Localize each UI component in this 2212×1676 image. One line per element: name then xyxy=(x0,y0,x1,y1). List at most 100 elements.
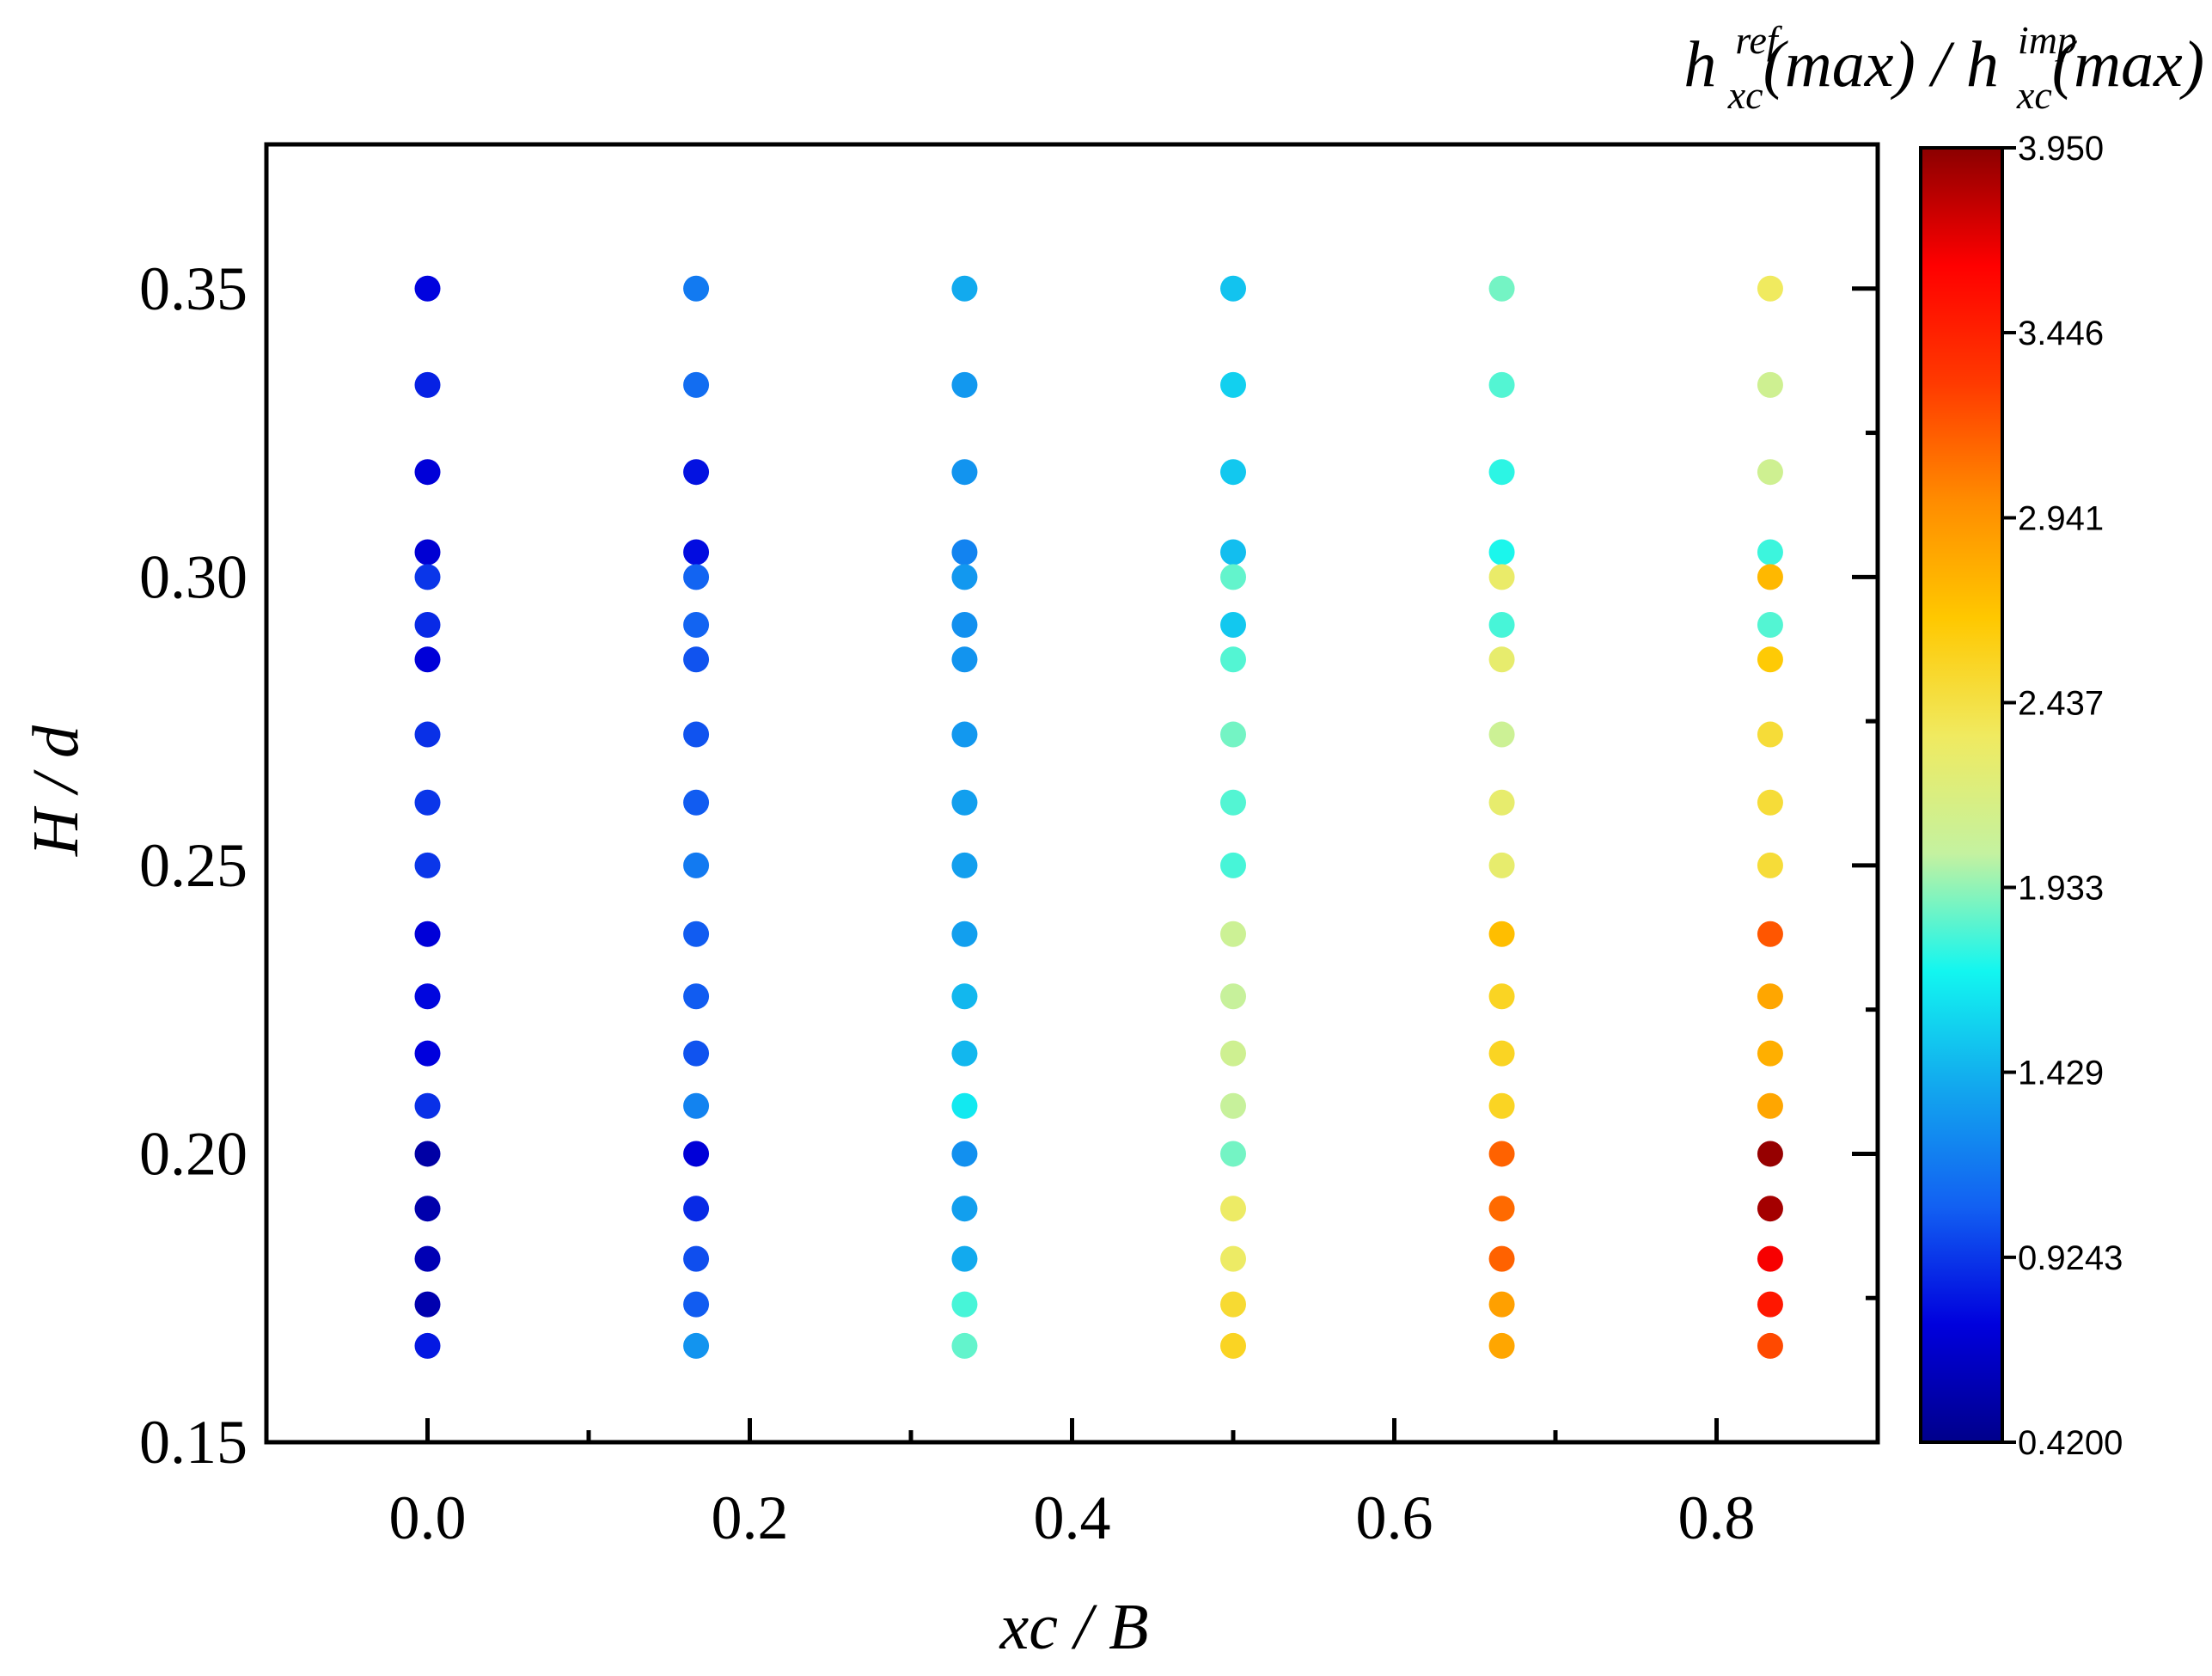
data-point xyxy=(1757,539,1783,566)
data-point xyxy=(1488,564,1515,590)
plot-area xyxy=(264,142,1880,1445)
data-point xyxy=(1488,459,1515,486)
data-point xyxy=(683,1196,710,1222)
data-point xyxy=(1488,1092,1515,1119)
data-point xyxy=(1220,1196,1246,1222)
data-point xyxy=(683,1040,710,1067)
data-point xyxy=(1757,275,1783,302)
data-point xyxy=(683,1291,710,1318)
data-point xyxy=(1488,921,1515,947)
y-tick-label: 0.35 xyxy=(139,254,247,323)
data-point xyxy=(1488,1196,1515,1222)
data-point xyxy=(1220,564,1246,590)
data-point xyxy=(951,612,978,639)
data-point xyxy=(414,539,441,566)
data-point xyxy=(1220,612,1246,639)
data-point xyxy=(1757,1092,1783,1119)
data-point xyxy=(951,852,978,878)
data-point xyxy=(414,371,441,398)
y-axis: 0.15 0.20 0.25 0.30 0.35 xyxy=(139,142,1878,1477)
data-point xyxy=(683,539,710,566)
data-point xyxy=(683,1245,710,1272)
data-point xyxy=(683,1332,710,1359)
data-point xyxy=(414,1141,441,1167)
data-point xyxy=(1220,983,1246,1010)
data-point xyxy=(414,1291,441,1318)
colorbar-tick-label: 1.933 xyxy=(2018,870,2104,908)
data-point xyxy=(1488,983,1515,1010)
data-point xyxy=(414,1040,441,1067)
data-point xyxy=(414,459,441,486)
data-point xyxy=(1488,371,1515,398)
data-point xyxy=(683,983,710,1010)
data-point xyxy=(951,539,978,566)
data-point xyxy=(683,646,710,673)
data-point xyxy=(951,1092,978,1119)
data-point xyxy=(1488,721,1515,748)
data-point xyxy=(951,564,978,590)
data-point xyxy=(951,275,978,302)
colorbar-tick-label: 3.950 xyxy=(2018,130,2104,168)
data-point xyxy=(1220,1141,1246,1167)
data-point xyxy=(1757,1196,1783,1222)
data-point xyxy=(414,1092,441,1119)
colorbar-tick-label: 3.446 xyxy=(2018,315,2104,352)
colorbar-tick-label: 1.429 xyxy=(2018,1055,2104,1092)
data-point xyxy=(683,459,710,486)
y-axis-title: H / d xyxy=(20,725,92,857)
data-point xyxy=(1757,721,1783,748)
data-point xyxy=(414,1332,441,1359)
data-point xyxy=(1757,459,1783,486)
data-point xyxy=(683,852,710,878)
x-axis-title: xc / B xyxy=(999,1591,1148,1663)
data-point xyxy=(951,721,978,748)
data-point xyxy=(683,371,710,398)
data-point xyxy=(1220,789,1246,816)
data-point xyxy=(951,921,978,947)
data-point xyxy=(1757,1291,1783,1318)
data-point xyxy=(1220,852,1246,878)
x-tick-label: 0.0 xyxy=(389,1483,467,1552)
data-point xyxy=(683,921,710,947)
data-point xyxy=(951,983,978,1010)
data-point xyxy=(951,459,978,486)
colorbar-tick-label: 2.941 xyxy=(2018,499,2104,537)
data-point xyxy=(1220,921,1246,947)
data-point xyxy=(414,721,441,748)
x-tick-label: 0.8 xyxy=(1678,1483,1756,1552)
data-point xyxy=(1757,1332,1783,1359)
data-point xyxy=(1757,1040,1783,1067)
data-point xyxy=(1488,539,1515,566)
y-tick-label: 0.25 xyxy=(139,831,247,900)
data-point xyxy=(951,371,978,398)
y-tick-label: 0.15 xyxy=(139,1408,247,1477)
data-point xyxy=(1757,371,1783,398)
colorbar-tick-label: 0.9243 xyxy=(2018,1239,2123,1277)
x-tick-label: 0.2 xyxy=(712,1483,789,1552)
data-point xyxy=(1488,612,1515,639)
data-point xyxy=(1488,1141,1515,1167)
data-point xyxy=(414,275,441,302)
data-point xyxy=(414,921,441,947)
y-tick-label: 0.30 xyxy=(139,542,247,611)
data-point xyxy=(1220,275,1246,302)
data-point xyxy=(414,646,441,673)
data-points xyxy=(414,275,1783,1359)
data-point xyxy=(1220,721,1246,748)
data-point xyxy=(1220,1291,1246,1318)
data-point xyxy=(683,564,710,590)
colorbar-title: h ref xc(max) / h imp xc(max) xyxy=(1683,18,2204,117)
data-point xyxy=(1757,1245,1783,1272)
data-point xyxy=(1757,789,1783,816)
x-tick-label: 0.6 xyxy=(1356,1483,1433,1552)
data-point xyxy=(1757,983,1783,1010)
data-point xyxy=(1220,539,1246,566)
data-point xyxy=(683,1092,710,1119)
colorbar-scale xyxy=(1919,146,2004,1444)
data-point xyxy=(1220,1245,1246,1272)
plot-frame xyxy=(264,142,1880,1445)
data-point xyxy=(1488,1291,1515,1318)
data-point xyxy=(1220,1092,1246,1119)
data-point xyxy=(1488,1245,1515,1272)
